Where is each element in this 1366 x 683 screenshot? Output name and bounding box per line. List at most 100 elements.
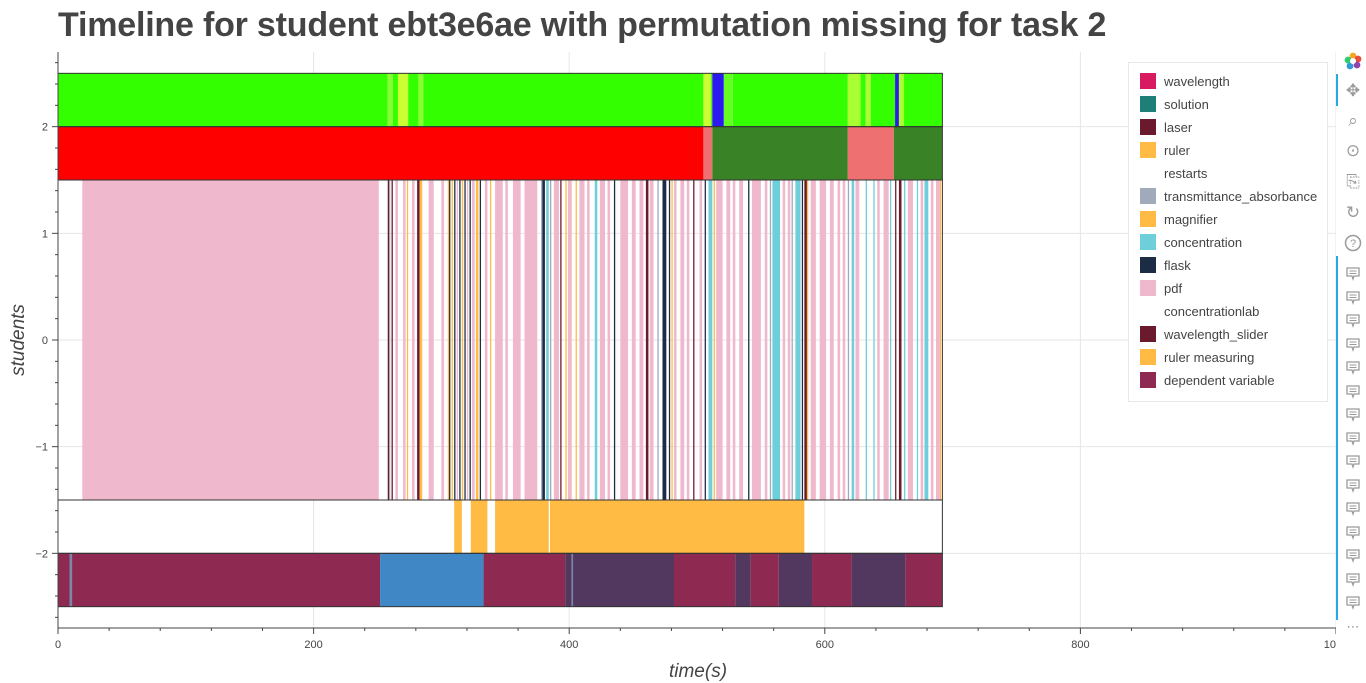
timeline-segment[interactable] xyxy=(639,180,644,500)
timeline-segment[interactable] xyxy=(726,180,731,500)
timeline-segment[interactable] xyxy=(387,73,393,127)
timeline-segment[interactable] xyxy=(495,180,503,500)
legend-item[interactable]: solution xyxy=(1140,95,1209,113)
timeline-segment[interactable] xyxy=(916,180,919,500)
hover-tool-icon[interactable] xyxy=(1342,404,1364,426)
timeline-segment[interactable] xyxy=(395,180,398,500)
timeline-segment[interactable] xyxy=(801,180,804,500)
timeline-segment[interactable] xyxy=(898,180,902,500)
timeline-segment[interactable] xyxy=(397,73,409,127)
hover-tool-icon[interactable] xyxy=(1342,592,1364,614)
timeline-segment[interactable] xyxy=(904,73,943,127)
timeline-segment[interactable] xyxy=(712,73,724,127)
timeline-segment[interactable] xyxy=(873,180,875,500)
timeline-segment[interactable] xyxy=(412,180,415,500)
timeline-segment[interactable] xyxy=(855,180,860,500)
timeline-segment[interactable] xyxy=(82,180,379,500)
timeline-segment[interactable] xyxy=(594,180,598,500)
hover-tool-icon[interactable] xyxy=(1342,310,1364,332)
timeline-segment[interactable] xyxy=(495,500,549,554)
timeline-segment[interactable] xyxy=(680,180,685,500)
timeline-segment[interactable] xyxy=(924,180,929,500)
timeline-segment[interactable] xyxy=(419,180,423,500)
timeline-segment[interactable] xyxy=(428,180,434,500)
hover-tool-icon[interactable] xyxy=(1342,334,1364,356)
timeline-segment[interactable] xyxy=(795,180,801,500)
timeline-segment[interactable] xyxy=(546,180,549,500)
timeline-segment[interactable] xyxy=(489,180,492,500)
timeline-segment[interactable] xyxy=(461,180,464,500)
timeline-segment[interactable] xyxy=(939,180,942,500)
timeline-segment[interactable] xyxy=(599,180,605,500)
more-tools-icon[interactable]: ⋯ xyxy=(1346,619,1360,635)
timeline-segment[interactable] xyxy=(842,180,846,500)
timeline-segment[interactable] xyxy=(787,180,791,500)
timeline-segment[interactable] xyxy=(699,180,703,500)
timeline-segment[interactable] xyxy=(657,180,659,500)
timeline-segment[interactable] xyxy=(441,180,444,500)
timeline-segment[interactable] xyxy=(418,73,424,127)
hover-tool-icon[interactable] xyxy=(1342,381,1364,403)
legend-item[interactable]: restarts xyxy=(1140,164,1207,182)
timeline-segment[interactable] xyxy=(607,180,611,500)
box-zoom-icon[interactable]: ⌕ xyxy=(1348,111,1358,131)
bokeh-logo-icon[interactable] xyxy=(1342,50,1364,72)
timeline-segment[interactable] xyxy=(571,553,574,607)
timeline-segment[interactable] xyxy=(620,180,628,500)
timeline-segment[interactable] xyxy=(847,180,850,500)
timeline-segment[interactable] xyxy=(748,180,750,500)
timeline-segment[interactable] xyxy=(865,180,867,500)
timeline-segment[interactable] xyxy=(649,180,654,500)
timeline-segment[interactable] xyxy=(812,553,852,607)
timeline-segment[interactable] xyxy=(550,180,552,500)
timeline-segment[interactable] xyxy=(484,180,488,500)
timeline-segment[interactable] xyxy=(392,73,398,127)
timeline-segment[interactable] xyxy=(920,180,924,500)
timeline-segment[interactable] xyxy=(645,180,649,500)
timeline-segment[interactable] xyxy=(553,180,559,500)
timeline-segment[interactable] xyxy=(935,180,940,500)
timeline-segment[interactable] xyxy=(449,180,451,500)
legend-item[interactable]: flask xyxy=(1140,256,1191,274)
timeline-segment[interactable] xyxy=(454,180,456,500)
timeline-segment[interactable] xyxy=(542,180,545,500)
timeline-segment[interactable] xyxy=(451,180,453,500)
timeline-segment[interactable] xyxy=(613,180,616,500)
timeline-segment[interactable] xyxy=(380,553,484,607)
timeline-segment[interactable] xyxy=(764,180,768,500)
timeline-segment[interactable] xyxy=(469,180,471,500)
timeline-segment[interactable] xyxy=(575,180,577,500)
timeline-segment[interactable] xyxy=(907,180,913,500)
legend-item[interactable]: laser xyxy=(1140,118,1192,136)
timeline-segment[interactable] xyxy=(389,180,391,500)
timeline-segment[interactable] xyxy=(889,180,892,500)
hover-tool-icon[interactable] xyxy=(1342,545,1364,567)
timeline-segment[interactable] xyxy=(703,126,713,180)
timeline-segment[interactable] xyxy=(475,180,479,500)
hover-tool-icon[interactable] xyxy=(1342,428,1364,450)
timeline-segment[interactable] xyxy=(403,180,406,500)
timeline-segment[interactable] xyxy=(711,73,713,127)
timeline-segment[interactable] xyxy=(716,180,723,500)
legend-item[interactable]: concentration xyxy=(1140,233,1242,251)
timeline-segment[interactable] xyxy=(662,180,667,500)
timeline-segment[interactable] xyxy=(454,500,462,554)
legend-item[interactable]: transmittance_absorbance xyxy=(1140,187,1317,205)
timeline-segment[interactable] xyxy=(782,180,786,500)
timeline-segment[interactable] xyxy=(573,553,674,607)
timeline-segment[interactable] xyxy=(883,180,889,500)
legend-item[interactable]: wavelength_slider xyxy=(1140,325,1268,343)
timeline-segment[interactable] xyxy=(423,73,704,127)
timeline-segment[interactable] xyxy=(671,180,673,500)
legend-item[interactable]: concentrationlab xyxy=(1140,302,1259,320)
timeline-segment[interactable] xyxy=(723,73,733,127)
timeline-segment[interactable] xyxy=(565,180,567,500)
timeline-segment[interactable] xyxy=(898,73,905,127)
timeline-segment[interactable] xyxy=(673,180,677,500)
timeline-segment[interactable] xyxy=(587,180,590,500)
chart-plot[interactable]: 0 200 400 600 800 1000 −2 −1 0 1 2 time(s) student… xyxy=(0,0,1336,683)
timeline-segment[interactable] xyxy=(58,553,70,607)
timeline-segment[interactable] xyxy=(72,553,381,607)
timeline-segment[interactable] xyxy=(750,553,779,607)
hover-tool-icon[interactable] xyxy=(1342,357,1364,379)
